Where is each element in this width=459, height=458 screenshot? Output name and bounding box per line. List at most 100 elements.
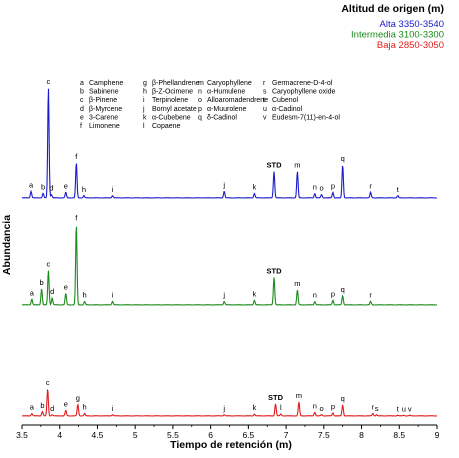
peak-label: h [82, 185, 86, 194]
peak-label: i [112, 291, 114, 300]
peak-label: t [397, 185, 400, 194]
key-item: v Eudesm-7(11)-en-4-ol [263, 114, 340, 121]
peak-label: i [112, 404, 114, 413]
peak-label: o [320, 184, 324, 193]
peak-label: STD [267, 266, 283, 275]
peak-label: e [64, 283, 68, 292]
peak-label: a [29, 180, 34, 189]
x-axis: 3.5 4 4.5 5 5.5 6 6.5 7 7.5 8 8.5 9 [16, 424, 440, 440]
key-code: h [143, 89, 147, 96]
traces [21, 88, 438, 417]
peak-label: q [341, 285, 345, 294]
key-code: d [80, 106, 84, 113]
peak-label: m [294, 161, 300, 170]
key-code: j [142, 106, 145, 113]
key-code: a [80, 80, 84, 87]
key-name: Camphene [89, 80, 123, 87]
peak-label: b [41, 183, 45, 192]
key-code: e [80, 114, 84, 121]
key-code: i [143, 97, 145, 104]
peak-label: j [222, 404, 225, 413]
key-code: u [263, 106, 267, 113]
peak-label: d [49, 184, 53, 193]
peak-label: n [313, 291, 317, 300]
x-tick-label: 6.5 [242, 430, 254, 440]
key-name: α-Humulene [207, 89, 245, 96]
peak-label: n [313, 183, 317, 192]
key-item: u α-Cadinol [263, 106, 303, 113]
peak-label: s [375, 404, 379, 413]
x-tick-label: 6 [208, 430, 213, 440]
x-tick-label: 5.5 [167, 430, 179, 440]
key-item: o Alloaromadendrene [198, 97, 268, 104]
x-tick-label: 7.5 [318, 430, 330, 440]
series-trace [21, 389, 438, 417]
legend-title: Altitud de origen (m) [341, 3, 444, 15]
key-name: δ-Cadinol [207, 114, 237, 121]
legend-entry: Intermedia 3100-3300 [351, 30, 444, 41]
x-tick-label: 4 [57, 430, 62, 440]
x-tick-label: 3.5 [16, 430, 28, 440]
peak-label: b [40, 278, 44, 287]
peak-label: u [402, 404, 406, 413]
x-tick-label: 8 [359, 430, 364, 440]
peak-label: k [253, 183, 257, 192]
peak-label: j [222, 180, 225, 189]
peak-label: r [369, 182, 372, 191]
key-code: r [263, 80, 266, 87]
key-item: b Sabinene [80, 89, 119, 96]
key-name: Terpinolene [152, 97, 188, 104]
x-tick-label: 8.5 [393, 430, 405, 440]
peak-label: n [313, 401, 317, 410]
peak-label: h [83, 403, 87, 412]
key-item: m Caryophyllene [198, 80, 252, 87]
peak-label: k [253, 289, 257, 298]
peak-label: f [75, 214, 78, 223]
x-tick-label: 7 [284, 430, 289, 440]
peak-label: c [47, 77, 51, 86]
series-trace [21, 88, 438, 199]
key-item: f Limonene [80, 123, 120, 130]
peak-label: j [222, 291, 225, 300]
legend: Altitud de origen (m) Alta 3350-3540Inte… [341, 3, 444, 51]
key-name: β-Z-Ocimene [152, 89, 193, 96]
compound-key: a Camphene b Sabinene c β-Pinene d β-Myrcene e 3-… [80, 80, 340, 130]
key-item: j Bornyl acetate [142, 106, 197, 113]
legend-entry: Baja 2850-3050 [377, 40, 444, 51]
peak-label: r [372, 403, 375, 412]
key-name: Bornyl acetate [152, 106, 197, 113]
key-item: l Copaene [143, 123, 181, 130]
peak-label: m [296, 391, 302, 400]
key-item: r Germacrene-D-4-ol [263, 80, 333, 87]
x-tick-label: 9 [435, 430, 440, 440]
key-item: q δ-Cadinol [198, 114, 237, 121]
peak-label: p [331, 402, 335, 411]
peak-label: b [40, 401, 44, 410]
key-code: f [80, 123, 82, 130]
key-name: α-Muurolene [207, 106, 247, 113]
key-code: l [143, 123, 145, 130]
key-item: d β-Myrcene [80, 106, 122, 113]
key-name: Caryophyllene [207, 80, 252, 87]
x-tick-label: 5 [133, 430, 138, 440]
x-tick-label: 4.5 [92, 430, 104, 440]
key-code: k [143, 114, 147, 121]
key-name: Caryophyllene oxide [272, 89, 336, 96]
key-name: Sabinene [89, 89, 119, 96]
key-code: g [143, 80, 147, 87]
key-name: Eudesm-7(11)-en-4-ol [272, 114, 340, 121]
peak-label: h [83, 291, 87, 300]
key-name: β-Phellandrene [152, 80, 200, 87]
key-item: k α-Cubebene [143, 114, 191, 121]
peak-label: k [253, 403, 257, 412]
key-code: t [263, 97, 265, 104]
key-name: α-Cadinol [272, 106, 303, 113]
peak-label: a [30, 403, 35, 412]
peak-label: STD [268, 393, 284, 402]
peak-label: f [75, 152, 78, 161]
peak-label: e [64, 400, 68, 409]
y-axis-title: Abundancia [1, 215, 13, 275]
peak-label: t [397, 404, 400, 413]
